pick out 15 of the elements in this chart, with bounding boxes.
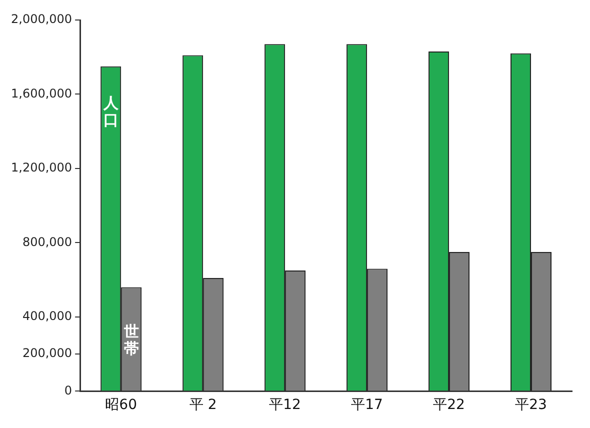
series-label: 世帯 <box>122 322 139 358</box>
y-tick-label: 400,000 <box>22 309 72 324</box>
x-tick-label: 平12 <box>269 397 301 414</box>
series-label: 人口 <box>102 94 120 129</box>
x-tick-label: 平23 <box>515 397 547 414</box>
y-tick-label: 2,000,000 <box>10 12 72 26</box>
y-tick-label: 800,000 <box>22 234 72 249</box>
y-tick-label: 0 <box>64 383 72 398</box>
x-tick-label: 平22 <box>433 397 465 414</box>
x-tick-label: 平17 <box>351 397 383 414</box>
x-tick-label: 昭60 <box>105 397 137 414</box>
y-tick-label: 200,000 <box>22 346 72 360</box>
x-tick-label: 平 2 <box>189 397 217 414</box>
y-tick-label: 1,600,000 <box>10 86 72 100</box>
y-tick-label: 1,200,000 <box>10 160 72 175</box>
